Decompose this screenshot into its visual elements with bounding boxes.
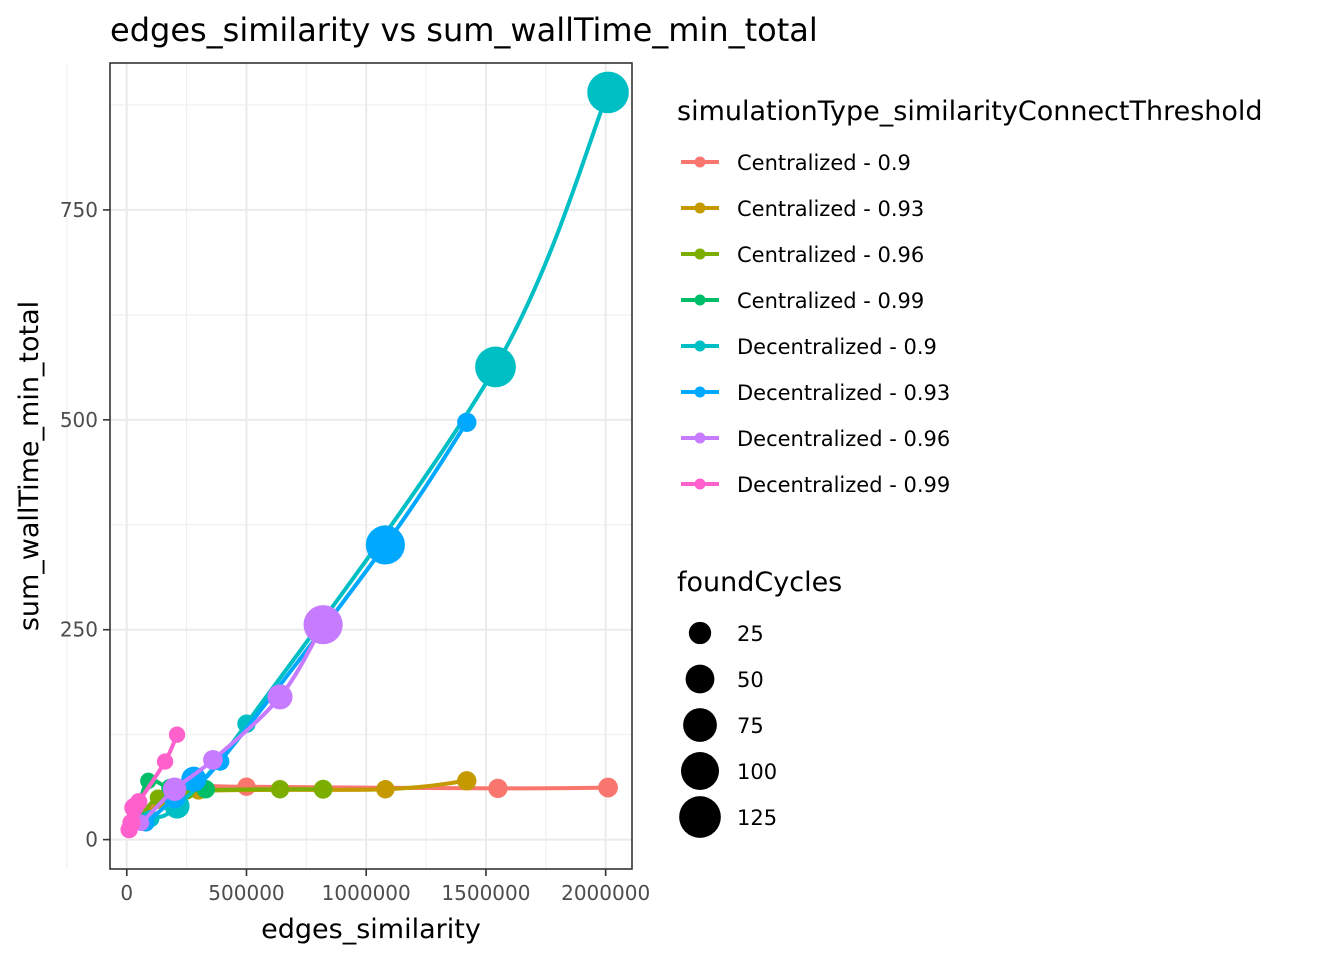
grid-major	[110, 63, 632, 869]
legend-label: Centralized - 0.9	[737, 151, 911, 175]
y-tick-label: 500	[60, 408, 98, 432]
series-8	[120, 726, 186, 839]
data-point	[181, 766, 207, 792]
data-point	[267, 684, 293, 710]
data-point	[270, 780, 290, 799]
legend-key-point	[694, 248, 706, 260]
data-point	[237, 777, 256, 796]
data-point	[122, 813, 141, 833]
legend-label: Decentralized - 0.93	[737, 381, 950, 405]
legend-key-point	[694, 202, 706, 214]
plot-panel	[110, 63, 632, 869]
y-axis-title: sum_wallTime_min_total	[14, 301, 45, 631]
size-legend-label: 125	[737, 806, 777, 830]
legend-label: Centralized - 0.99	[737, 289, 924, 313]
legend-label: Decentralized - 0.99	[737, 473, 950, 497]
x-tick-label: 1500000	[441, 881, 530, 905]
legend-item: Decentralized - 0.9	[681, 335, 937, 359]
data-point	[365, 525, 405, 565]
legend-key-point	[694, 478, 706, 490]
size-legend: 25 50 75 100 125	[679, 621, 777, 838]
data-point	[598, 777, 618, 798]
data-point	[168, 726, 186, 743]
data-point	[156, 753, 174, 770]
legend-item: Centralized - 0.96	[681, 243, 924, 267]
plot-border	[109, 62, 633, 870]
size-legend-point	[688, 621, 712, 645]
data-point	[457, 412, 477, 433]
size-legend-item: 125	[679, 796, 777, 838]
data-point	[488, 778, 508, 799]
size-legend-label: 100	[737, 760, 777, 784]
legend-item: Decentralized - 0.99	[681, 473, 950, 497]
data-point	[303, 605, 343, 645]
color-legend: Centralized - 0.9 Centralized - 0.93 Centr…	[681, 151, 950, 497]
data-point	[475, 346, 516, 388]
x-axis-ticks: 0 500000 1000000 1500000 2000000	[120, 869, 650, 905]
size-legend-point	[685, 664, 715, 694]
data-point	[313, 779, 333, 799]
legend-key-point	[694, 432, 706, 444]
legend-item: Centralized - 0.93	[681, 197, 924, 221]
y-tick-label: 750	[60, 198, 98, 222]
size-legend-label: 25	[737, 622, 764, 646]
size-legend-point	[683, 708, 717, 742]
legend-label: Centralized - 0.93	[737, 197, 924, 221]
size-legend-point	[679, 796, 721, 838]
y-axis-ticks: 0 250 500 750	[60, 198, 110, 852]
y-tick-label: 0	[85, 828, 98, 852]
size-legend-label: 75	[737, 714, 764, 738]
size-legend-item: 25	[688, 621, 764, 646]
chart-title: edges_similarity vs sum_wallTime_min_tot…	[110, 11, 818, 49]
legend-key-point	[694, 156, 706, 168]
data-point	[162, 777, 187, 801]
legend-label: Centralized - 0.96	[737, 243, 924, 267]
data-point	[457, 771, 477, 791]
legend-label: Decentralized - 0.96	[737, 427, 950, 451]
size-legend-item: 50	[685, 664, 764, 694]
data-point	[203, 749, 223, 770]
size-legend-item: 100	[681, 752, 777, 790]
size-legend-point	[681, 752, 719, 790]
x-axis-title: edges_similarity	[261, 914, 481, 945]
x-tick-label: 0	[120, 881, 133, 905]
size-legend-title: foundCycles	[677, 567, 842, 598]
x-tick-label: 2000000	[561, 881, 650, 905]
color-legend-title: simulationType_similarityConnectThreshol…	[677, 96, 1263, 127]
legend-item: Centralized - 0.9	[681, 151, 911, 175]
data-point	[587, 71, 629, 114]
data-point	[130, 793, 148, 811]
y-tick-label: 250	[60, 618, 98, 642]
legend-item: Decentralized - 0.93	[681, 381, 950, 405]
size-legend-label: 50	[737, 668, 764, 692]
legend-item: Centralized - 0.99	[681, 289, 924, 313]
x-tick-label: 1000000	[322, 881, 411, 905]
grid-minor	[66, 63, 632, 869]
legend-key-point	[694, 386, 706, 398]
x-tick-label: 500000	[208, 881, 284, 905]
legend-key-point	[694, 340, 706, 352]
legend-item: Decentralized - 0.96	[681, 427, 950, 451]
series-layer	[120, 71, 629, 839]
data-point	[376, 780, 395, 799]
size-legend-item: 75	[683, 708, 764, 742]
legend-label: Decentralized - 0.9	[737, 335, 937, 359]
legend-key-point	[694, 294, 706, 306]
